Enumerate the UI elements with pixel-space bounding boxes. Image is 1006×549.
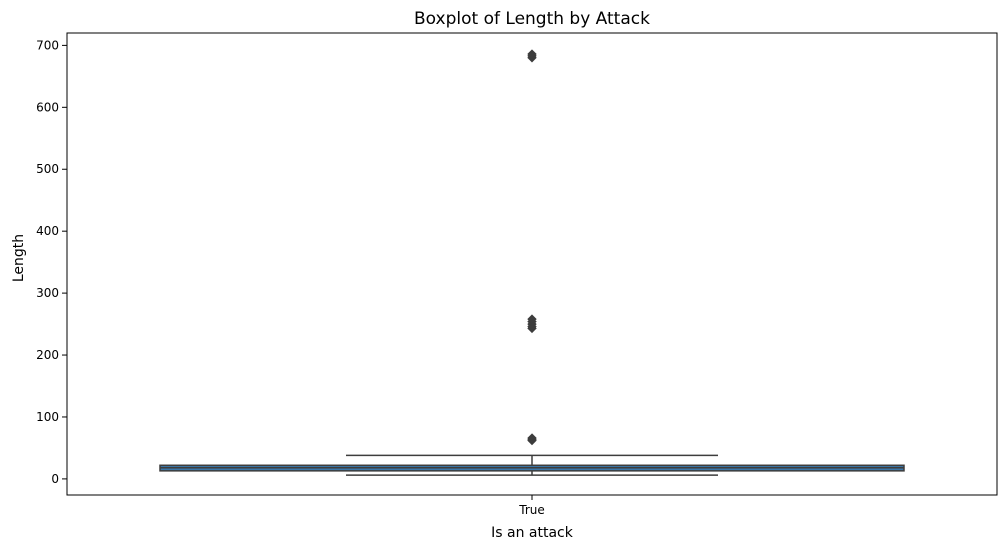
box-group — [159, 49, 905, 476]
y-tick-label: 400 — [36, 224, 59, 238]
box-series — [159, 49, 905, 476]
y-tick-label: 600 — [36, 100, 59, 114]
outlier-point — [527, 433, 537, 443]
x-tick-label: True — [518, 503, 545, 517]
y-tick-label: 200 — [36, 348, 59, 362]
y-tick-label: 500 — [36, 162, 59, 176]
y-tick-label: 700 — [36, 38, 59, 52]
y-tick-label: 0 — [51, 472, 59, 486]
y-axis: 0 100 200 300 400 500 600 700 — [36, 38, 67, 486]
outlier-point — [527, 314, 537, 324]
chart-title: Boxplot of Length by Attack — [414, 9, 650, 29]
y-axis-label: Length — [11, 234, 27, 282]
x-axis: True — [518, 495, 545, 517]
x-axis-label: Is an attack — [491, 525, 574, 541]
y-tick-label: 100 — [36, 410, 59, 424]
y-tick-label: 300 — [36, 286, 59, 300]
plot-area — [66, 32, 998, 496]
outlier-point — [527, 49, 537, 59]
plot-frame — [66, 32, 998, 496]
